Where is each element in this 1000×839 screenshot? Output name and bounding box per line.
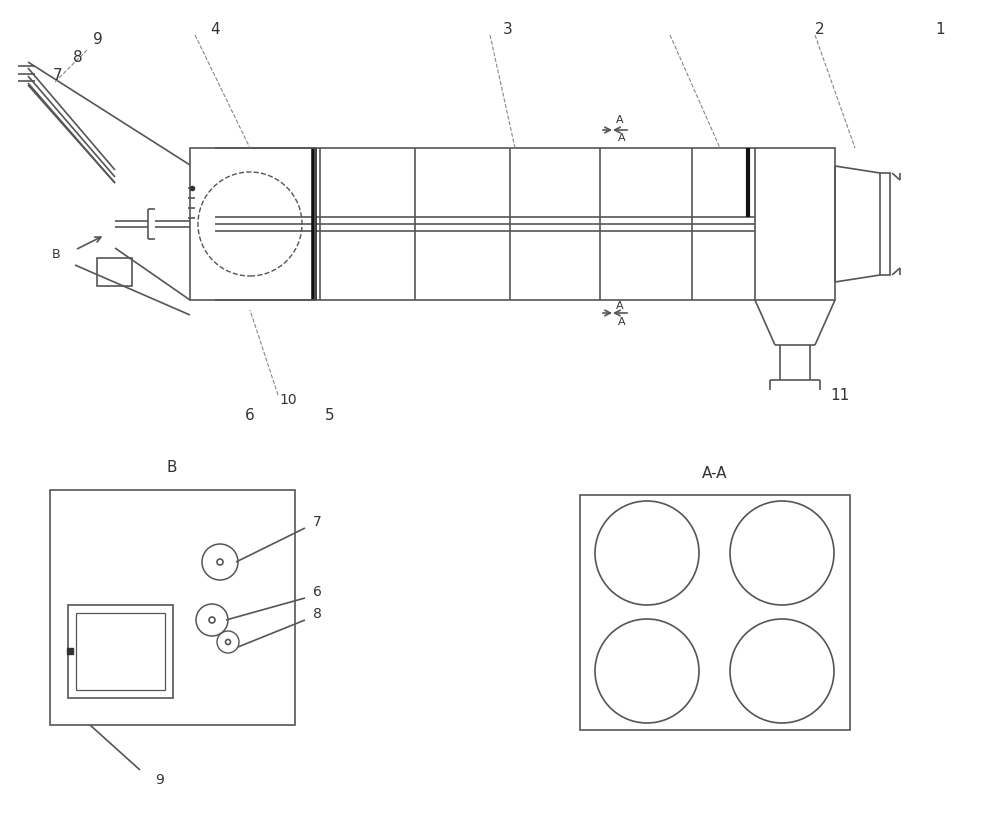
Text: A: A — [618, 317, 626, 327]
Text: 3: 3 — [503, 23, 513, 38]
Text: 8: 8 — [313, 607, 321, 621]
Text: 6: 6 — [245, 408, 255, 423]
Text: 2: 2 — [815, 23, 825, 38]
Text: 9: 9 — [93, 33, 103, 48]
Bar — [97, 258, 132, 286]
Text: A: A — [616, 115, 624, 125]
Bar — [755, 148, 835, 300]
Text: 11: 11 — [830, 388, 850, 403]
Text: A-A: A-A — [702, 466, 728, 481]
Text: 5: 5 — [325, 408, 335, 423]
Bar — [580, 495, 850, 730]
Text: 6: 6 — [313, 585, 321, 599]
Text: A: A — [618, 133, 626, 143]
Bar — [76, 613, 165, 690]
Text: 9: 9 — [156, 773, 164, 787]
Text: A: A — [616, 301, 624, 311]
Text: B: B — [52, 248, 60, 262]
Text: B: B — [167, 461, 177, 476]
Text: 8: 8 — [73, 50, 83, 65]
Text: 1: 1 — [935, 23, 945, 38]
Bar — [190, 148, 315, 300]
Bar — [68, 605, 173, 698]
Text: 7: 7 — [313, 515, 321, 529]
Text: 4: 4 — [210, 23, 220, 38]
Text: 10: 10 — [279, 393, 297, 407]
Text: 7: 7 — [53, 69, 63, 84]
Bar — [50, 490, 295, 725]
Bar — [880, 173, 890, 275]
